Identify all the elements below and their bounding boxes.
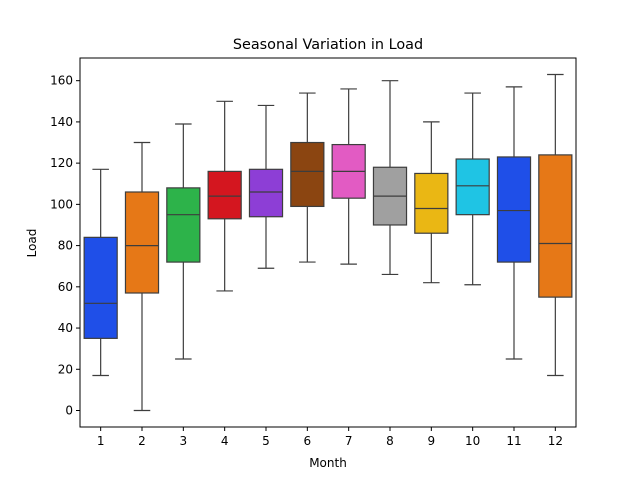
y-tick-label: 80: [58, 239, 73, 253]
y-tick-label: 20: [58, 362, 73, 376]
x-tick-label: 7: [345, 434, 353, 448]
x-tick-label: 1: [97, 434, 105, 448]
box-month-5: [248, 168, 284, 218]
y-tick-label: 120: [50, 156, 73, 170]
y-axis-label: Load: [25, 229, 39, 258]
box-month-11: [496, 156, 532, 263]
x-tick-label: 10: [465, 434, 480, 448]
box-month-9: [414, 172, 449, 234]
x-tick-label: 2: [138, 434, 146, 448]
y-tick-label: 60: [58, 280, 73, 294]
plot-frame: [79, 57, 577, 428]
x-tick-label: 9: [428, 434, 436, 448]
x-tick-label: 4: [221, 434, 229, 448]
y-tick-label: 140: [50, 115, 73, 129]
x-tick-label: 6: [304, 434, 312, 448]
x-tick-label: 11: [506, 434, 521, 448]
chart-title: Seasonal Variation in Load: [233, 37, 423, 53]
y-tick-label: 100: [50, 197, 73, 211]
box-month-2: [124, 191, 160, 294]
x-tick-label: 3: [180, 434, 188, 448]
y-tick-label: 40: [58, 321, 73, 335]
box-month-1: [83, 236, 118, 339]
box-month-12: [538, 154, 573, 298]
box-month-3: [166, 187, 201, 263]
x-tick-label: 12: [548, 434, 563, 448]
x-tick-label: 8: [386, 434, 394, 448]
x-tick-label: 5: [262, 434, 270, 448]
box-month-4: [207, 170, 242, 220]
y-tick-label: 160: [50, 74, 73, 88]
box-month-6: [290, 141, 325, 208]
x-axis-label: Month: [309, 456, 347, 470]
box-month-10: [455, 158, 490, 216]
y-tick-label: 0: [65, 404, 73, 418]
